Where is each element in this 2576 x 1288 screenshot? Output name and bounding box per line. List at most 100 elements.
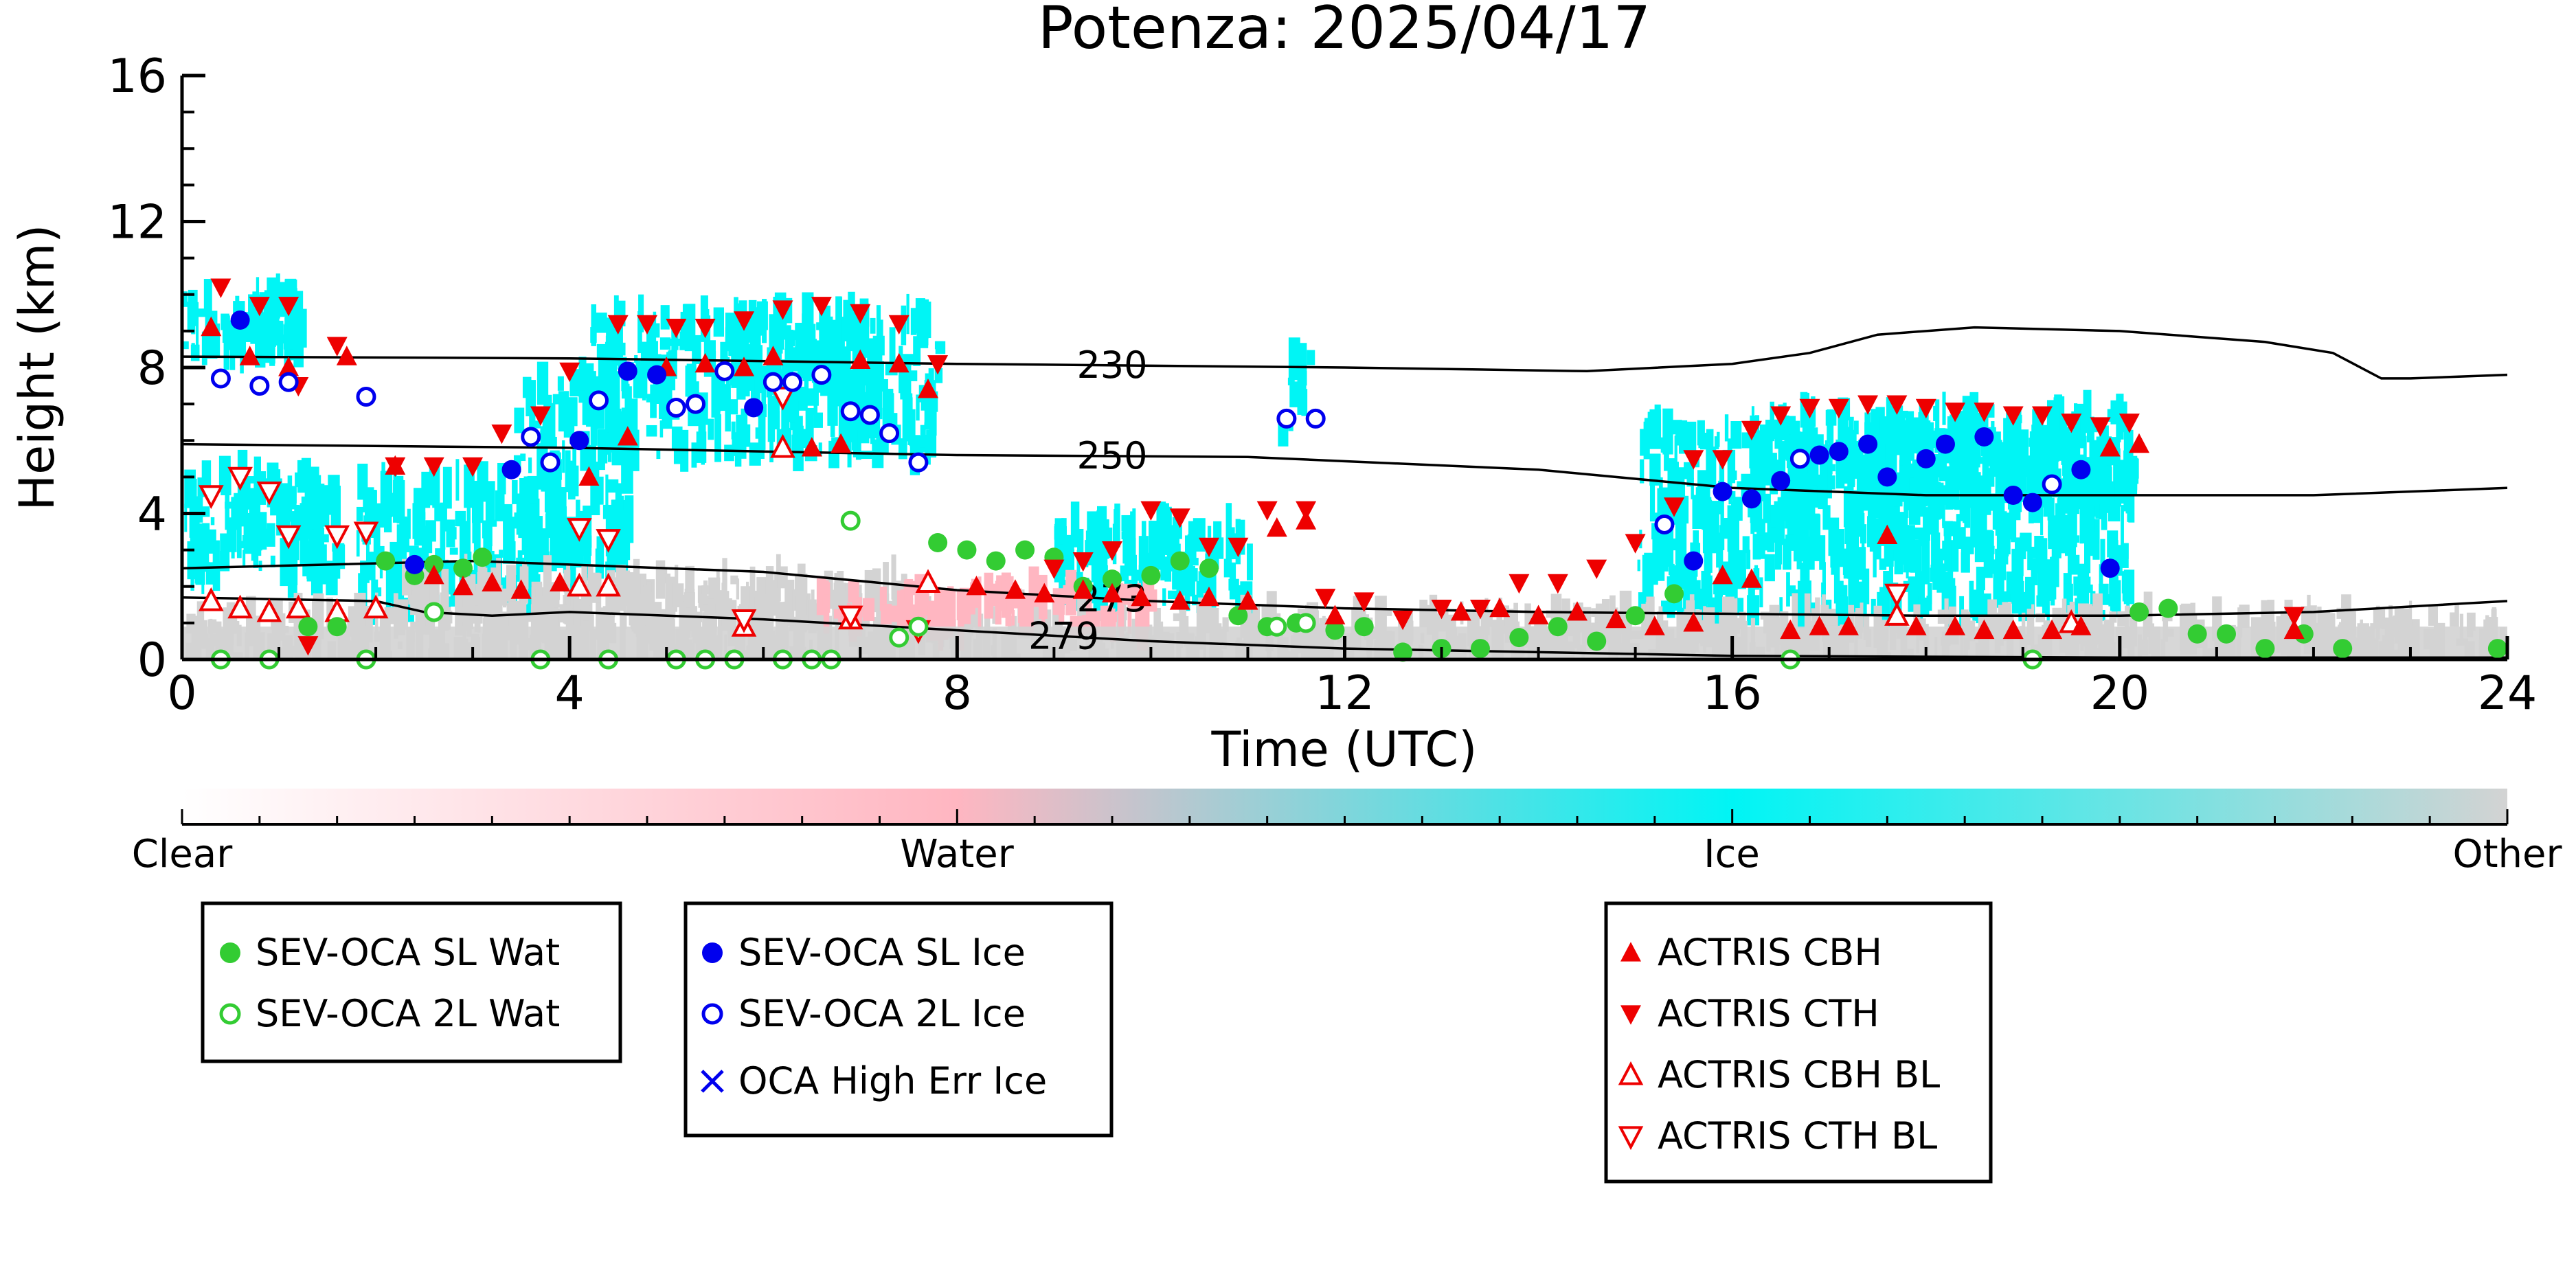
data-point (1586, 559, 1607, 579)
cloud-pixel (495, 503, 499, 515)
data-point (714, 361, 735, 381)
cloud-pixel (1757, 447, 1766, 456)
data-point (2002, 619, 2024, 640)
cloud-pixel (864, 569, 877, 601)
cloud-pixel (855, 416, 861, 460)
cloud-pixel (1429, 594, 1438, 632)
data-point (1267, 616, 1287, 637)
cloud-pixel (1765, 419, 1772, 435)
data-point (2333, 639, 2353, 659)
cloud-pixel (1846, 539, 1855, 579)
cloud-pixel (565, 450, 571, 493)
cloud-pixel (1699, 484, 1710, 515)
cloud-pixel (1307, 350, 1315, 365)
data-point (772, 300, 793, 320)
cloud-pixel (270, 555, 275, 567)
data-point (889, 627, 909, 648)
cloud-pixel (754, 372, 758, 402)
cloud-pixel (436, 564, 444, 584)
cloud-pixel (1163, 503, 1169, 550)
data-point (1005, 579, 1026, 599)
cloud-pixel (1800, 563, 1808, 592)
data-point (239, 346, 260, 365)
cloud-pixel (633, 429, 640, 471)
data-point (462, 457, 484, 477)
data-point (986, 551, 1006, 571)
cloud-pixel (530, 420, 541, 429)
cloud-pixel (1140, 537, 1149, 566)
cloud-pixel (1686, 421, 1697, 457)
data-point (423, 457, 444, 477)
cloud-pixel (573, 382, 586, 391)
cloud-pixel (1658, 477, 1663, 521)
cloud-pixel (1637, 559, 1640, 572)
isotherm-line (182, 559, 2507, 618)
isotherm-label: 230 (1076, 343, 1147, 387)
cloud-pixel (2031, 485, 2038, 495)
cloud-pixel (795, 322, 806, 351)
cloud-pixel (207, 529, 216, 554)
cloud-pixel (1871, 598, 1876, 615)
legend-marker (1618, 1061, 1644, 1085)
cloud-pixel (2181, 603, 2193, 631)
data-point (1884, 602, 1910, 626)
cloud-pixel (1746, 550, 1751, 569)
cloud-pixel (685, 365, 695, 397)
cloud-pixel (789, 359, 794, 371)
cloud-pixel (1754, 519, 1765, 532)
cloud-pixel (1827, 409, 1834, 444)
data-point (1915, 398, 1936, 419)
cloud-pixel (659, 420, 664, 438)
cloud-pixel (1943, 588, 1950, 603)
cloud-pixel (199, 506, 210, 517)
cloud-pixel (1671, 462, 1675, 475)
cloud-pixel (1011, 609, 1015, 626)
cloud-pixel (692, 335, 701, 364)
data-point (249, 297, 270, 317)
cloud-pixel (1927, 583, 1932, 605)
cloud-pixel (182, 291, 188, 307)
cloud-pixel (1963, 611, 1971, 631)
cloud-pixel (766, 591, 774, 626)
cloud-pixel (1601, 599, 1610, 645)
cloud-pixel (1932, 499, 1939, 545)
cloud-pixel (2077, 569, 2090, 611)
cloud-pixel (301, 496, 313, 539)
data-point (1587, 631, 1607, 651)
cloud-pixel (1228, 578, 1239, 591)
cloud-pixel (1976, 566, 1985, 591)
cloud-pixel (872, 361, 884, 392)
cloud-pixel (918, 313, 929, 348)
cloud-pixel (1747, 595, 1760, 626)
data-point (1169, 508, 1190, 528)
cloud-pixel (519, 598, 527, 643)
cloud-pixel (864, 303, 869, 341)
cloud-pixel (830, 359, 837, 404)
cloud-pixel (802, 313, 806, 328)
x-axis-label: Time (UTC) (1211, 721, 1478, 778)
cloud-pixel (1787, 484, 1796, 518)
cloud-pixel (731, 421, 736, 440)
cloud-pixel (1759, 577, 1763, 608)
data-point (424, 602, 444, 622)
data-point (666, 319, 687, 339)
legend-ice: SEV-OCA SL Ice SEV-OCA 2L Ice OCA High E… (683, 901, 1114, 1138)
data-point (559, 362, 580, 383)
cloud-pixel (598, 429, 608, 464)
data-point (957, 540, 977, 560)
cloud-pixel (798, 386, 808, 411)
cloud-pixel (1686, 470, 1694, 487)
cloud-pixel (2125, 457, 2131, 467)
cloud-pixel (432, 471, 440, 508)
cloud-pixel (2114, 462, 2127, 504)
cloud-pixel (1893, 523, 1902, 540)
cloud-pixel (713, 307, 724, 337)
cloud-pixel (358, 573, 361, 599)
data-point (1884, 583, 1910, 608)
cloud-pixel (472, 519, 478, 543)
cloud-pixel (611, 332, 623, 366)
cloud-pixel (624, 479, 630, 490)
cloud-pixel (1984, 553, 1989, 572)
cloud-pixel (365, 499, 370, 515)
cloud-pixel (1763, 493, 1771, 523)
